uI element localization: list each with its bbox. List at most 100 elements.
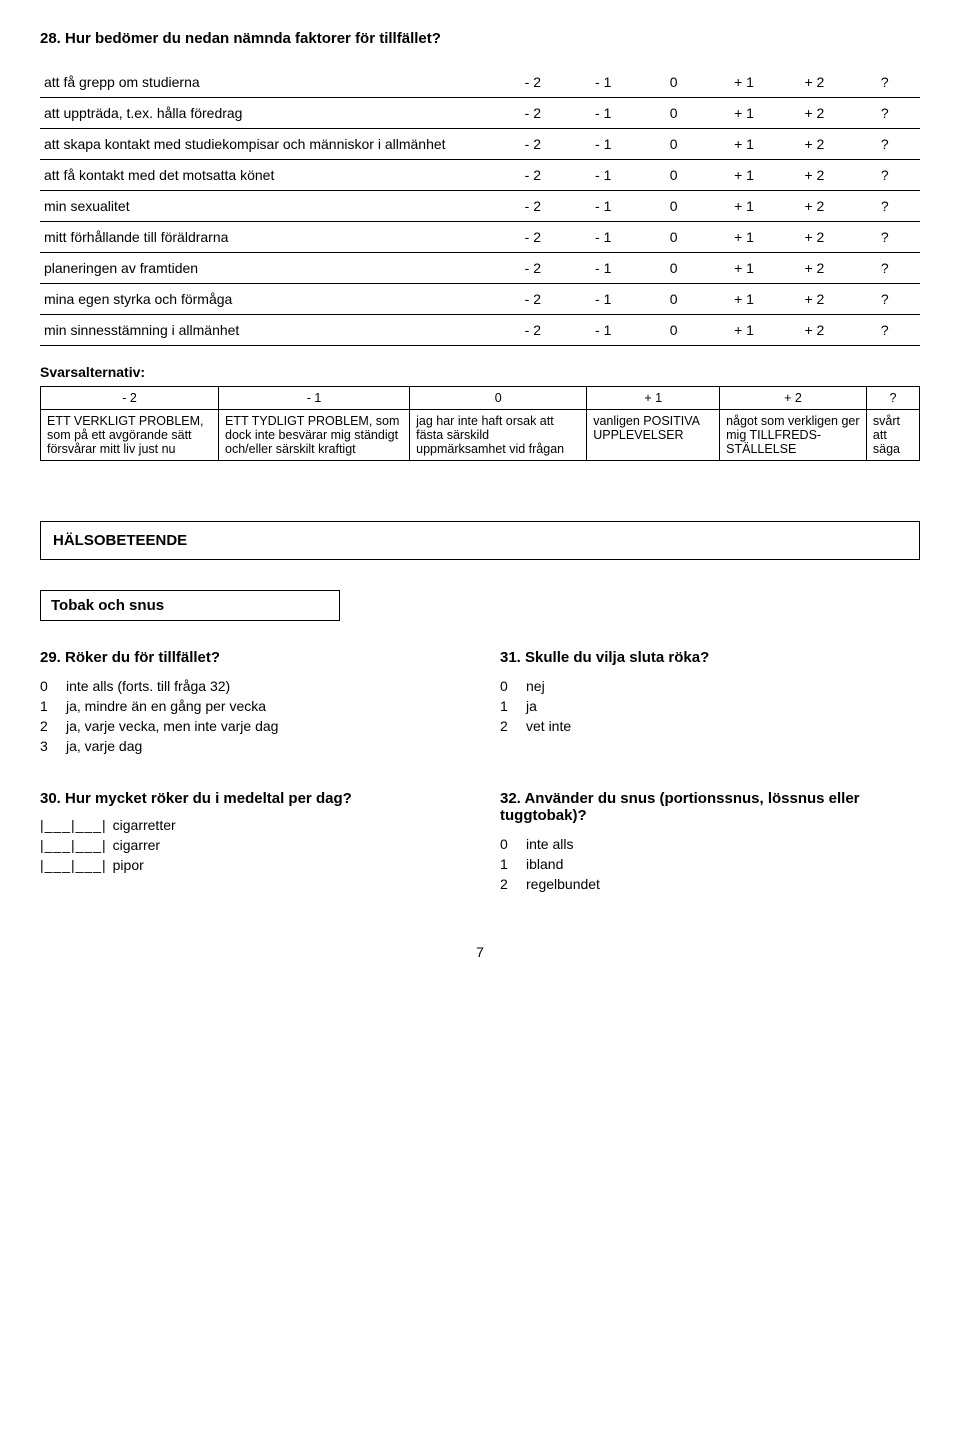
rating-cell[interactable]: - 1	[568, 284, 638, 315]
rating-cell[interactable]: - 2	[498, 191, 568, 222]
rating-cell[interactable]: 0	[638, 129, 708, 160]
svars-cell: svårt att säga	[866, 410, 919, 461]
option-text: inte alls	[526, 836, 573, 852]
q28-rating-table: att få grepp om studierna- 2- 10+ 1+ 2?a…	[40, 67, 920, 346]
rating-cell[interactable]: ?	[850, 160, 920, 191]
option-number: 1	[40, 698, 54, 714]
option-number: 0	[500, 678, 514, 694]
fill-field-label: pipor	[113, 857, 144, 873]
blank-field[interactable]: |___|___|	[40, 837, 107, 853]
rating-cell[interactable]: 0	[638, 284, 708, 315]
rating-cell[interactable]: - 2	[498, 222, 568, 253]
option-item[interactable]: 0inte alls (forts. till fråga 32)	[40, 676, 460, 696]
rating-cell[interactable]: - 1	[568, 191, 638, 222]
svars-cell: jag har inte haft orsak att fästa särski…	[410, 410, 587, 461]
rating-cell[interactable]: 0	[638, 315, 708, 346]
rating-cell[interactable]: + 1	[709, 284, 779, 315]
rating-cell[interactable]: + 1	[709, 222, 779, 253]
rating-row-label: mina egen styrka och förmåga	[40, 284, 498, 315]
rating-cell[interactable]: 0	[638, 253, 708, 284]
page-number: 7	[40, 944, 920, 960]
rating-cell[interactable]: - 1	[568, 98, 638, 129]
option-item[interactable]: 2 ja, varje vecka, men inte varje dag	[40, 716, 460, 736]
fill-field-row[interactable]: |___|___|cigarrer	[40, 837, 460, 853]
rating-cell[interactable]: + 1	[709, 253, 779, 284]
rating-cell[interactable]: - 2	[498, 253, 568, 284]
rating-cell[interactable]: 0	[638, 98, 708, 129]
q30-title: 30. Hur mycket röker du i medeltal per d…	[40, 790, 460, 807]
option-item[interactable]: 1 ja, mindre än en gång per vecka	[40, 696, 460, 716]
rating-cell[interactable]: ?	[850, 315, 920, 346]
option-item[interactable]: 0nej	[500, 676, 920, 696]
rating-cell[interactable]: ?	[850, 129, 920, 160]
q29-title: 29. Röker du för tillfället?	[40, 649, 460, 666]
rating-cell[interactable]: - 1	[568, 315, 638, 346]
option-number: 2	[40, 718, 54, 734]
option-item[interactable]: 3ja, varje dag	[40, 736, 460, 756]
rating-cell[interactable]: - 1	[568, 67, 638, 98]
rating-cell[interactable]: + 2	[779, 284, 849, 315]
option-number: 2	[500, 718, 514, 734]
blank-field[interactable]: |___|___|	[40, 817, 107, 833]
rating-cell[interactable]: + 2	[779, 191, 849, 222]
rating-cell[interactable]: + 2	[779, 160, 849, 191]
q30-fields: |___|___|cigarretter|___|___|cigarrer|__…	[40, 817, 460, 873]
option-text: ja, varje vecka, men inte varje dag	[66, 718, 278, 734]
option-item[interactable]: 2regelbundet	[500, 874, 920, 894]
rating-cell[interactable]: + 1	[709, 98, 779, 129]
rating-cell[interactable]: - 1	[568, 253, 638, 284]
q28-title: 28. Hur bedömer du nedan nämnda faktorer…	[40, 30, 920, 47]
q32-options: 0inte alls1ibland2regelbundet	[500, 834, 920, 894]
rating-cell[interactable]: + 1	[709, 315, 779, 346]
rating-cell[interactable]: - 2	[498, 160, 568, 191]
rating-cell[interactable]: ?	[850, 98, 920, 129]
rating-cell[interactable]: 0	[638, 222, 708, 253]
rating-cell[interactable]: ?	[850, 191, 920, 222]
rating-cell[interactable]: + 1	[709, 67, 779, 98]
rating-cell[interactable]: ?	[850, 67, 920, 98]
option-item[interactable]: 1ja	[500, 696, 920, 716]
rating-cell[interactable]: ?	[850, 253, 920, 284]
blank-field[interactable]: |___|___|	[40, 857, 107, 873]
option-number: 0	[40, 678, 54, 694]
rating-cell[interactable]: - 1	[568, 222, 638, 253]
option-text: ja, mindre än en gång per vecka	[66, 698, 266, 714]
fill-field-row[interactable]: |___|___|cigarretter	[40, 817, 460, 833]
rating-cell[interactable]: 0	[638, 67, 708, 98]
rating-cell[interactable]: - 1	[568, 129, 638, 160]
rating-row-label: att få grepp om studierna	[40, 67, 498, 98]
rating-cell[interactable]: + 2	[779, 315, 849, 346]
rating-cell[interactable]: + 2	[779, 98, 849, 129]
q31-title: 31. Skulle du vilja sluta röka?	[500, 649, 920, 666]
rating-cell[interactable]: - 1	[568, 160, 638, 191]
option-item[interactable]: 2vet inte	[500, 716, 920, 736]
rating-cell[interactable]: + 2	[779, 253, 849, 284]
rating-cell[interactable]: 0	[638, 160, 708, 191]
rating-cell[interactable]: + 2	[779, 129, 849, 160]
option-number: 1	[500, 698, 514, 714]
svars-cell: ETT VERKLIGT PROBLEM, som på ett avgöran…	[41, 410, 219, 461]
rating-cell[interactable]: 0	[638, 191, 708, 222]
option-item[interactable]: 1ibland	[500, 854, 920, 874]
rating-cell[interactable]: + 1	[709, 129, 779, 160]
svars-label: Svarsalternativ:	[40, 364, 920, 380]
rating-cell[interactable]: ?	[850, 222, 920, 253]
rating-cell[interactable]: + 1	[709, 191, 779, 222]
rating-cell[interactable]: - 2	[498, 98, 568, 129]
rating-cell[interactable]: ?	[850, 284, 920, 315]
rating-cell[interactable]: - 2	[498, 315, 568, 346]
rating-cell[interactable]: + 1	[709, 160, 779, 191]
rating-cell[interactable]: + 2	[779, 67, 849, 98]
option-text: ja, varje dag	[66, 738, 142, 754]
svars-header: + 2	[720, 387, 867, 410]
svars-header: 0	[410, 387, 587, 410]
fill-field-row[interactable]: |___|___| pipor	[40, 857, 460, 873]
rating-cell[interactable]: - 2	[498, 129, 568, 160]
rating-cell[interactable]: + 2	[779, 222, 849, 253]
option-item[interactable]: 0inte alls	[500, 834, 920, 854]
rating-cell[interactable]: - 2	[498, 284, 568, 315]
svars-cell: ETT TYDLIGT PROBLEM, som dock inte besvä…	[219, 410, 410, 461]
rating-cell[interactable]: - 2	[498, 67, 568, 98]
rating-row-label: min sexualitet	[40, 191, 498, 222]
section-health: HÄLSOBETEENDE	[40, 521, 920, 560]
